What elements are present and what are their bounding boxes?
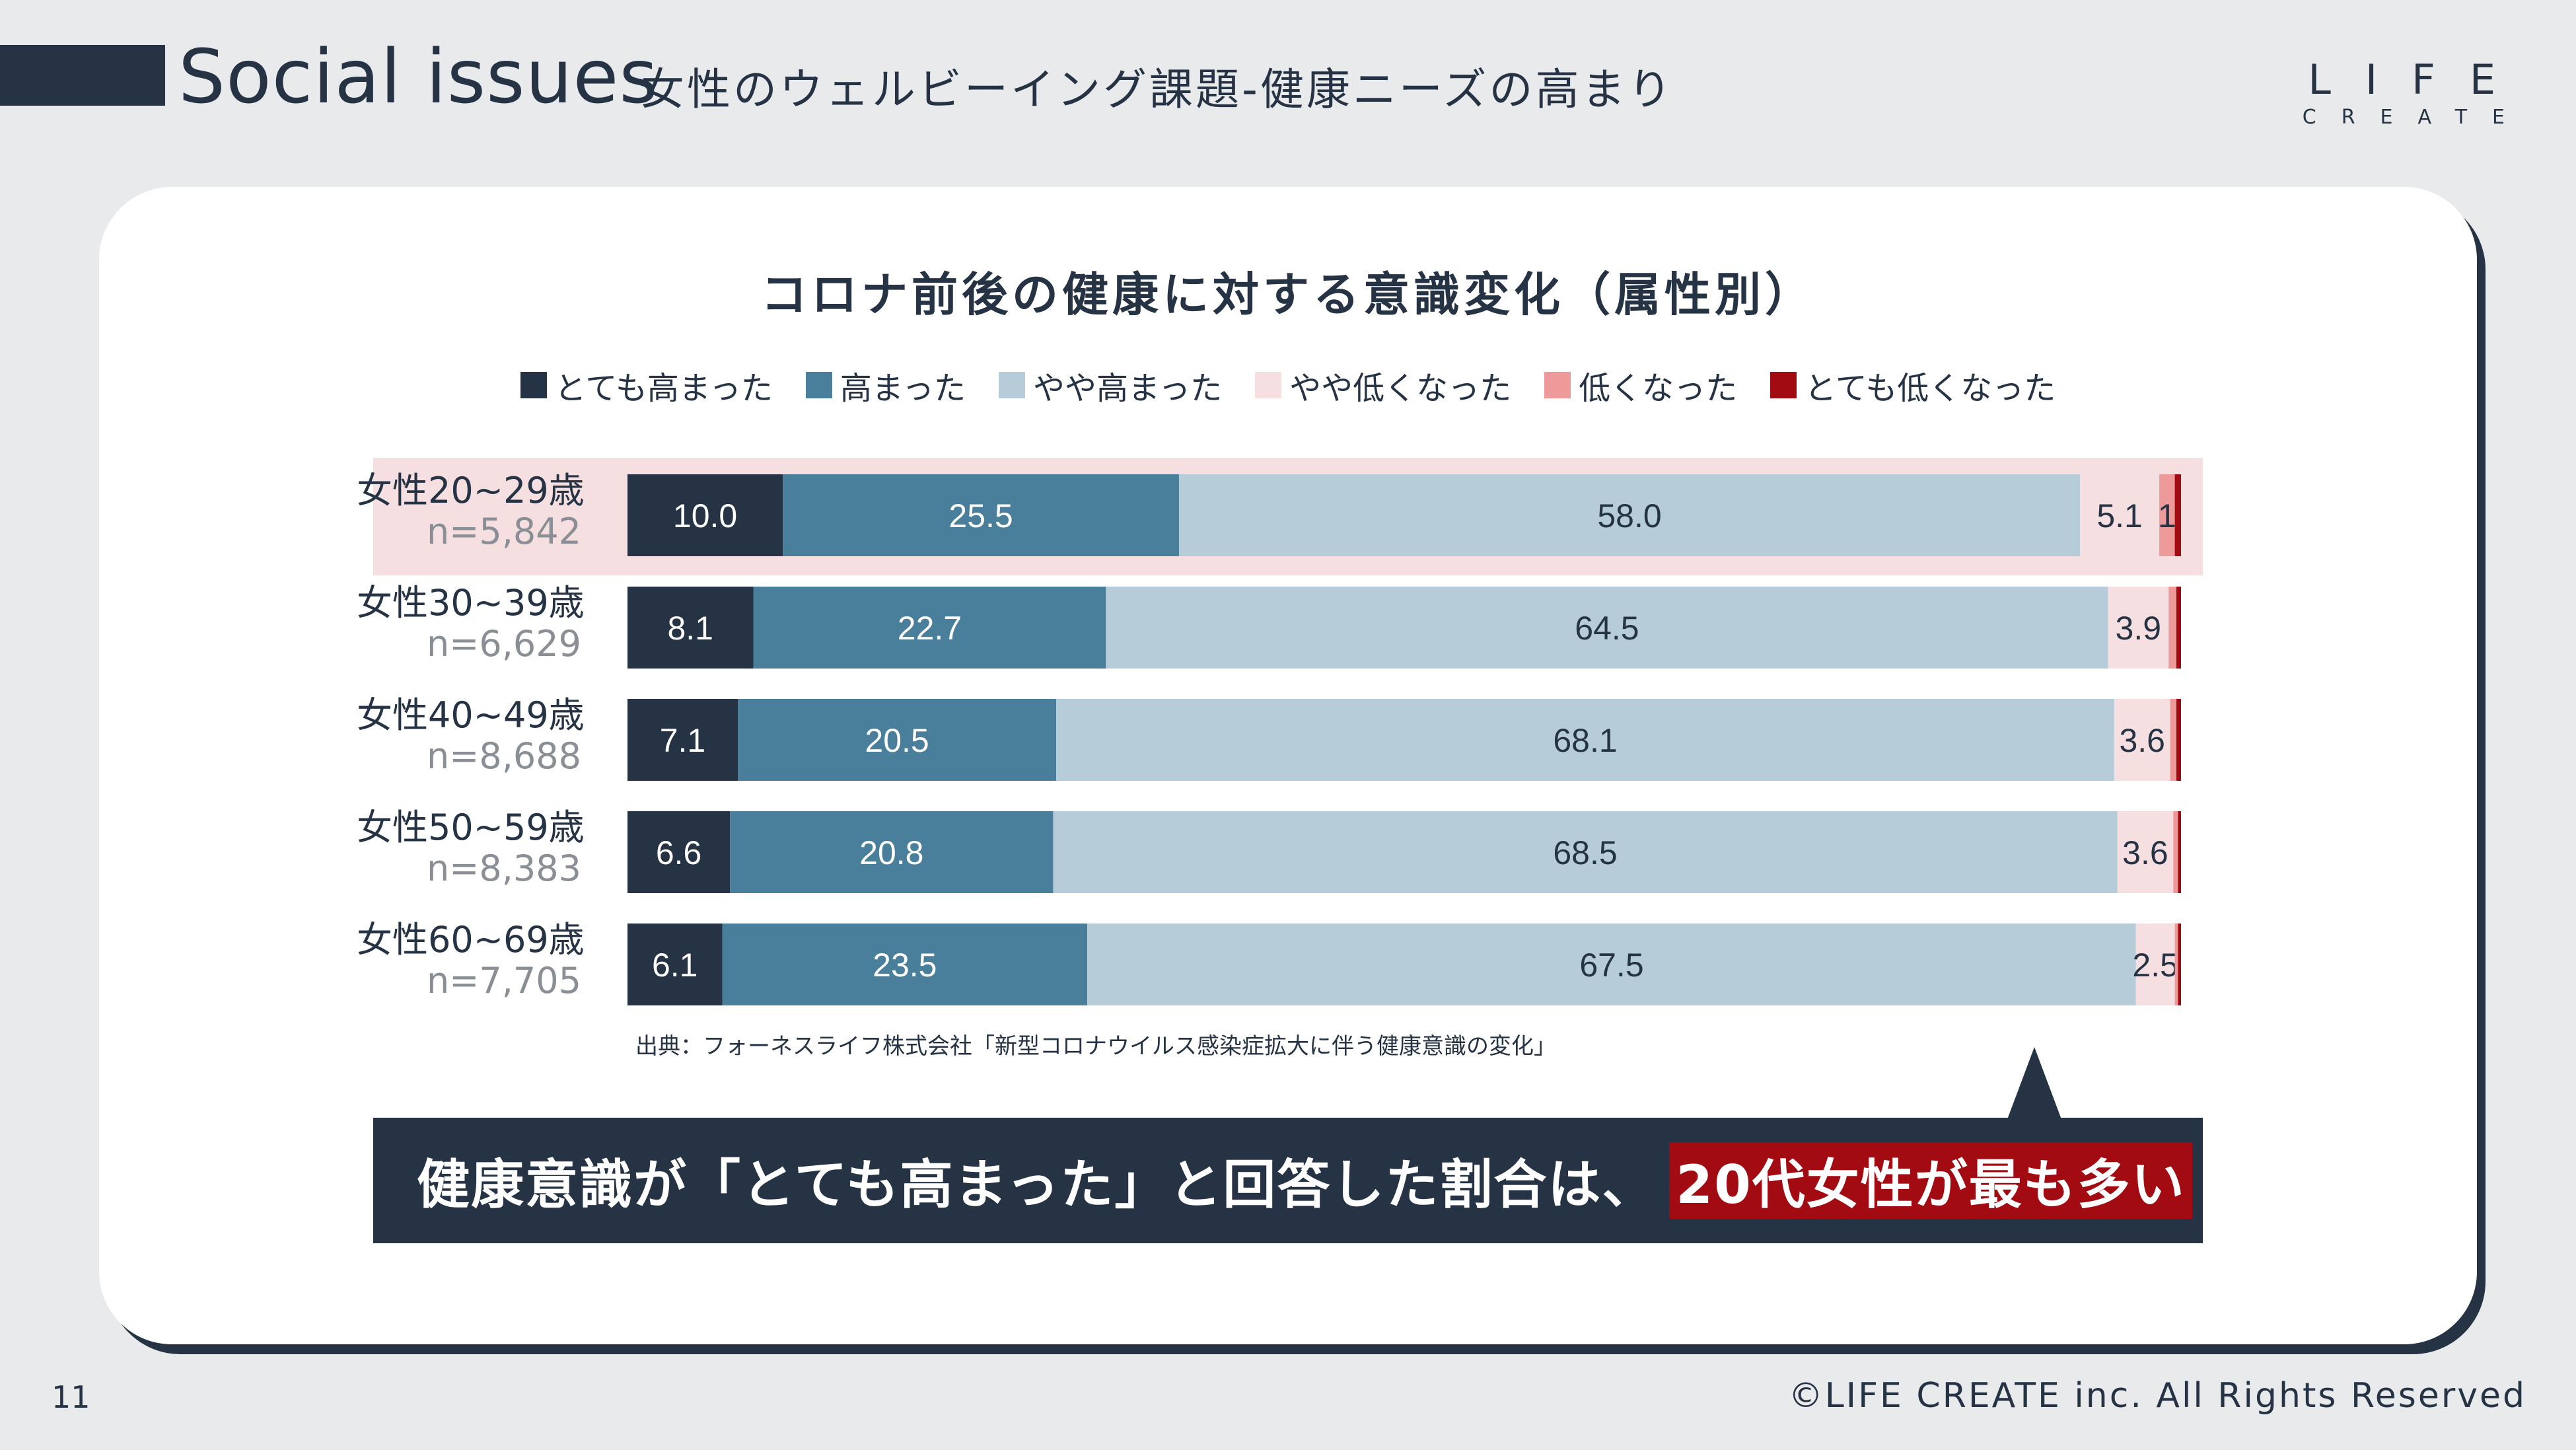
bar-segment [730, 811, 1054, 893]
legend-label: とても低くなった [1805, 370, 2056, 407]
data-label: 23.5 [873, 947, 937, 984]
bar-segment [1106, 587, 2108, 669]
data-label: 8.1 [667, 610, 713, 647]
legend-label: 高まった [840, 370, 966, 407]
callout-text: 健康意識が「とても高まった」と回答した割合は、 [417, 1154, 1657, 1215]
page-subtitle: 女性のウェルビーイング課題-健康ニーズの高まり [641, 64, 1674, 115]
category-name: 女性40~49歳 [357, 694, 585, 736]
bar-segment [783, 474, 1179, 556]
legend-swatch [805, 372, 832, 398]
bar-segment [2178, 924, 2181, 1005]
legend-swatch [1544, 372, 1571, 398]
category-name: 女性20~29歳 [357, 470, 585, 511]
data-label: 68.5 [1553, 834, 1617, 871]
bar-segment [2108, 587, 2169, 669]
bar-segment [1087, 924, 2136, 1005]
row-label: 女性40~49歳 n=8,688 [357, 694, 585, 778]
chart-legend: とても高まった 高まった やや高まった やや低くなった 低くなった とても低くな… [0, 362, 2576, 408]
header-accent-bar [0, 45, 165, 106]
category-sample-size: n=7,705 [426, 960, 581, 1002]
row-label: 女性60~69歳 n=7,705 [357, 919, 585, 1002]
row-label: 女性20~29歳 n=5,842 [357, 470, 585, 553]
data-label: 7.1 [660, 722, 706, 759]
category-name: 女性50~59歳 [357, 807, 585, 848]
bar-segment [2174, 474, 2181, 556]
legend-swatch [999, 372, 1026, 398]
legend-swatch [520, 372, 547, 398]
data-label: 68.1 [1553, 722, 1617, 759]
chart-title: コロナ前後の健康に対する意識変化（属性別） [761, 268, 1815, 322]
data-label: 5.1 [2096, 497, 2143, 534]
bar-segment [753, 587, 1106, 669]
bar-segment [1053, 811, 2118, 893]
bar-segment [627, 699, 738, 781]
legend-item: とても高まった [520, 362, 773, 408]
callout-highlight: 20代女性が最も多い [1669, 1142, 2192, 1219]
legend-item: やや高まった [999, 362, 1222, 408]
legend-label: 低くなった [1579, 370, 1738, 407]
bar-segment [2168, 587, 2176, 669]
bar-segment [627, 811, 731, 893]
bar-segment [2117, 811, 2174, 893]
data-label: 3.9 [2116, 610, 2162, 647]
data-label: 1 [2158, 497, 2176, 534]
callout-box: 健康意識が「とても高まった」と回答した割合は、 20代女性が最も多い [373, 1118, 2203, 1243]
bar-segment [627, 474, 783, 556]
legend-label: やや高まった [1033, 370, 1223, 407]
bar-segment [737, 699, 1057, 781]
data-label: 3.6 [2122, 834, 2168, 871]
legend-item: とても低くなった [1770, 362, 2056, 408]
legend-swatch [1770, 372, 1797, 398]
category-sample-size: n=6,629 [426, 623, 581, 665]
bar-segment [2176, 699, 2181, 781]
callout-pointer [2007, 1047, 2062, 1121]
bar-segment [2178, 811, 2181, 893]
data-label: 25.5 [948, 497, 1013, 534]
bar-segment [2135, 924, 2175, 1005]
page-number: 11 [52, 1379, 90, 1415]
copyright: ©LIFE CREATE inc. All Rights Reserved [1788, 1376, 2526, 1416]
legend-label: やや低くなった [1289, 370, 1512, 407]
category-sample-size: n=5,842 [426, 511, 581, 553]
data-label: 58.0 [1597, 497, 1661, 534]
data-label: 20.5 [865, 722, 929, 759]
category-sample-size: n=8,383 [426, 848, 581, 890]
logo-create: CREATE [2302, 106, 2530, 129]
category-sample-size: n=8,688 [426, 735, 581, 778]
data-label: 20.8 [859, 834, 923, 871]
category-name: 女性60~69歳 [357, 919, 585, 961]
data-label: 3.6 [2119, 722, 2165, 759]
bar-segment [2114, 699, 2170, 781]
bar-segment [1178, 474, 2081, 556]
legend-item: やや低くなった [1255, 362, 1511, 408]
bar-segment [1056, 699, 2114, 781]
data-label: 2.5 [2132, 947, 2178, 984]
bar-segment [2174, 924, 2178, 1005]
bar-segment [2173, 811, 2178, 893]
bar-segment [627, 587, 754, 669]
data-label: 64.5 [1575, 610, 1639, 647]
source-note: 出典：フォーネスライフ株式会社「新型コロナウイルス感染症拡大に伴う健康意識の変化… [635, 1033, 1556, 1060]
bar-segment [2176, 587, 2181, 669]
data-label: 67.5 [1579, 947, 1643, 984]
bar-segment [722, 924, 1088, 1005]
data-label: 10.0 [673, 497, 737, 534]
bar-segment [627, 924, 723, 1005]
data-label: 6.1 [652, 947, 698, 984]
page-title: Social issues [178, 34, 659, 120]
bar-segment [2080, 474, 2160, 556]
row-label: 女性30~39歳 n=6,629 [357, 582, 585, 665]
data-label: 22.7 [898, 610, 962, 647]
row-label: 女性50~59歳 n=8,383 [357, 807, 585, 890]
data-label: 6.6 [656, 834, 702, 871]
legend-swatch [1255, 372, 1282, 398]
bar-segment [2159, 474, 2175, 556]
legend-label: とても高まった [554, 370, 773, 407]
bar-segment [2170, 699, 2176, 781]
legend-item: 低くなった [1544, 362, 1737, 408]
logo-life: LIFE [2308, 55, 2530, 104]
category-name: 女性30~39歳 [357, 582, 585, 624]
legend-item: 高まった [805, 362, 966, 408]
